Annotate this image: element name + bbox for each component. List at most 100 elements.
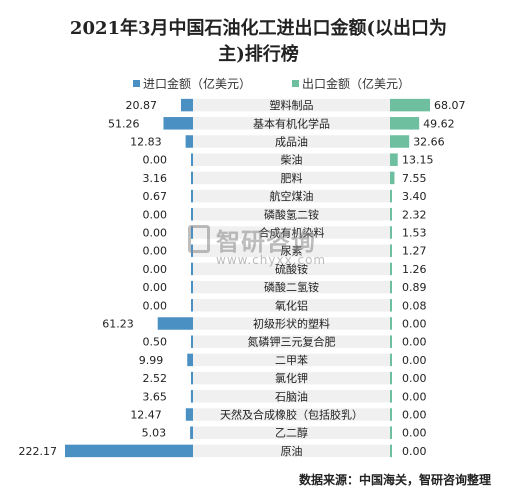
category-band (193, 353, 390, 367)
export-value-label: 2.32 (402, 208, 427, 221)
export-value-label: 7.55 (402, 172, 427, 185)
import-value-label: 0.00 (143, 208, 168, 221)
import-value-label: 51.26 (108, 117, 140, 130)
export-bar (390, 317, 392, 330)
category-band (193, 280, 390, 294)
import-value-label: 222.17 (19, 445, 58, 458)
category-label: 成品油 (275, 135, 308, 149)
export-bar (390, 98, 430, 112)
category-band (193, 262, 390, 276)
export-bar (390, 262, 392, 276)
export-value-label: 1.27 (402, 245, 427, 258)
import-value-label: 0.00 (143, 281, 168, 294)
export-value-label: 49.62 (423, 117, 455, 130)
import-bar (190, 426, 193, 439)
import-value-label: 9.99 (139, 354, 164, 367)
import-value-label: 0.50 (143, 336, 168, 349)
import-bar (180, 98, 193, 112)
export-value-label: 0.00 (402, 409, 427, 422)
import-bar (185, 135, 193, 148)
import-bar (191, 262, 193, 276)
export-value-label: 3.40 (402, 190, 427, 203)
import-value-label: 12.47 (130, 409, 162, 422)
export-value-label: 1.53 (402, 227, 427, 240)
legend-import-label: 进口金额（亿美元） (143, 77, 252, 91)
export-bar (390, 117, 420, 130)
export-bar (390, 226, 392, 239)
export-bar (390, 371, 392, 385)
export-bar (390, 153, 398, 166)
export-value-label: 68.07 (434, 99, 466, 112)
export-bar (390, 280, 392, 294)
export-value-label: 13.15 (402, 154, 434, 167)
export-bar (390, 426, 392, 439)
source-note: 数据来源：中国海关，智研咨询整理 (298, 473, 491, 487)
import-value-label: 2.52 (143, 372, 168, 385)
chart-title-line-2: 主)排行榜 (218, 44, 299, 65)
category-label: 磷酸二氢铵 (264, 280, 319, 294)
import-bar (163, 117, 193, 130)
legend-import: 进口金额（亿美元） (133, 75, 251, 92)
import-bar (191, 171, 193, 185)
export-bar (390, 171, 395, 185)
category-band (193, 426, 390, 439)
category-label: 氯化钾 (275, 371, 308, 385)
category-band (193, 135, 390, 148)
export-value-label: 0.00 (402, 354, 427, 367)
import-bar (157, 317, 193, 330)
category-label: 氮磷钾三元复合肥 (248, 335, 336, 349)
export-bar (390, 189, 392, 203)
category-band (193, 98, 390, 112)
category-band (193, 244, 390, 257)
export-bar (390, 208, 392, 221)
watermark-url: www.chyxx.com (216, 253, 327, 267)
export-bar (390, 408, 392, 421)
import-bar (191, 189, 193, 203)
category-band (193, 335, 390, 348)
export-bar (390, 353, 392, 367)
watermark: 智研咨询 www.chyxx.com (188, 222, 353, 272)
category-band (193, 189, 390, 203)
category-band (193, 408, 390, 421)
category-label: 航空煤油 (270, 189, 314, 203)
export-bar (390, 299, 392, 312)
import-value-label: 20.87 (125, 99, 157, 112)
import-bar (191, 280, 193, 294)
category-band (193, 317, 390, 330)
import-value-label: 0.00 (143, 263, 168, 276)
category-band (193, 444, 390, 458)
category-band (193, 117, 390, 130)
export-value-label: 0.08 (402, 299, 427, 312)
import-bar (191, 371, 193, 385)
watermark-logo-icon (188, 225, 210, 253)
export-value-label: 0.00 (402, 390, 427, 403)
export-value-label: 0.00 (402, 445, 427, 458)
export-value-label: 0.89 (402, 281, 427, 294)
import-bar (191, 153, 193, 166)
import-value-label: 5.03 (142, 427, 167, 440)
import-value-label: 0.00 (143, 299, 168, 312)
import-value-label: 12.83 (130, 136, 162, 149)
export-value-label: 0.00 (402, 336, 427, 349)
category-label: 初级形状的塑料 (253, 317, 330, 331)
legend-import-swatch (133, 80, 140, 87)
category-band (193, 371, 390, 385)
export-bar (390, 335, 392, 348)
category-label: 基本有机化学品 (253, 116, 330, 130)
category-band (193, 390, 390, 403)
import-bar (185, 408, 193, 421)
category-label: 石脑油 (275, 389, 308, 403)
category-band (193, 153, 390, 166)
category-band (193, 299, 390, 312)
chart-title-line-1: 2021年3月中国石油化工进出口金额(以出口为 (69, 18, 448, 39)
import-bar (190, 390, 193, 403)
import-value-label: 0.00 (143, 245, 168, 258)
legend-export: 出口金额（亿美元） (292, 75, 410, 92)
category-label: 合成有机染料 (259, 226, 325, 240)
export-bar (390, 244, 392, 257)
category-label: 磷酸氢二铵 (264, 207, 319, 221)
category-label: 二甲苯 (275, 353, 308, 367)
import-bar (191, 299, 193, 312)
